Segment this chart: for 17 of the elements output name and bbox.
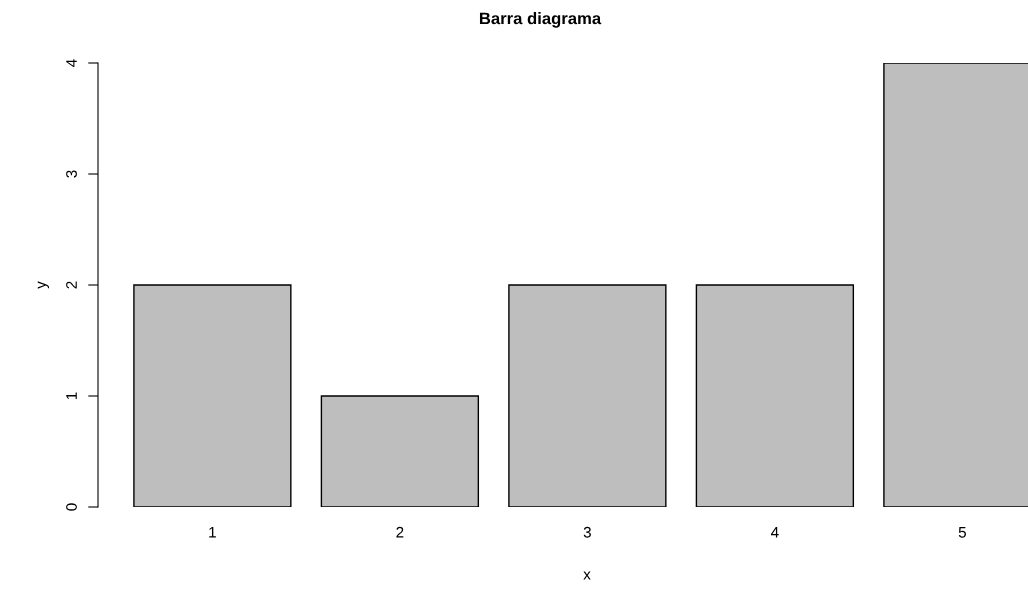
y-tick-label: 4 bbox=[66, 59, 77, 67]
chart-title: Barra diagrama bbox=[479, 12, 602, 28]
x-tick-label: 3 bbox=[583, 526, 591, 538]
bar bbox=[320, 395, 480, 507]
bar bbox=[508, 284, 667, 507]
x-tick-label: 4 bbox=[770, 527, 779, 538]
x-axis-title: x bbox=[583, 571, 591, 580]
x-tick-label: 1 bbox=[209, 527, 216, 538]
x-tick-label: 5 bbox=[958, 527, 966, 538]
x-tick-label: 2 bbox=[396, 526, 404, 538]
y-axis-title: y bbox=[37, 281, 50, 289]
bar bbox=[133, 284, 292, 507]
y-tick-label: 2 bbox=[66, 281, 77, 289]
y-tick-label: 3 bbox=[66, 170, 77, 178]
bar bbox=[695, 284, 855, 507]
y-tick-label: 0 bbox=[66, 503, 77, 511]
y-tick-label: 1 bbox=[66, 392, 77, 400]
